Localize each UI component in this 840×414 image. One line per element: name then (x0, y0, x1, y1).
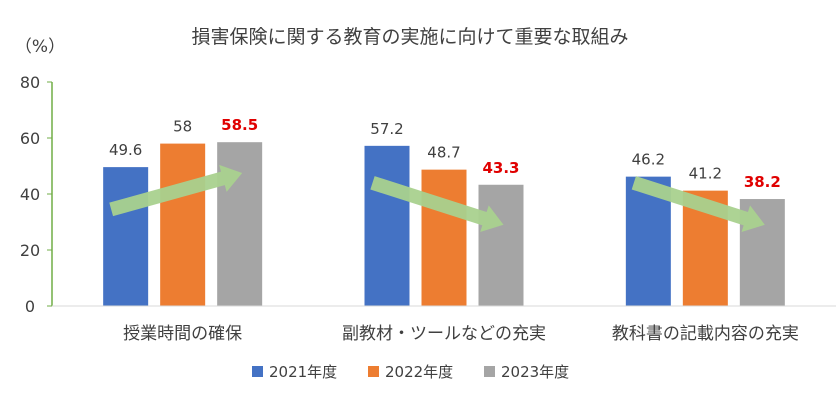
bar (478, 184, 524, 306)
legend-swatch (484, 366, 495, 377)
category-labels: 授業時間の確保 副教材・ツールなどの充実 教科書の記載内容の充実 (123, 324, 799, 344)
bar (364, 145, 410, 306)
y-tick-label: 0 (25, 297, 35, 316)
legend-swatch (252, 366, 263, 377)
bar (160, 143, 206, 306)
category-label: 教科書の記載内容の充実 (612, 324, 799, 344)
category-label: 授業時間の確保 (123, 324, 242, 344)
data-label: 58 (173, 118, 192, 136)
data-label: 57.2 (370, 120, 403, 138)
legend-label: 2023年度 (501, 363, 569, 381)
data-labels: 49.6 58 58.5 57.2 48.7 43.3 46.2 41.2 38.2 (109, 116, 781, 191)
trend-arrow (631, 176, 765, 233)
legend: 2021年度 2022年度 2023年度 (252, 363, 569, 381)
data-label: 48.7 (427, 144, 460, 162)
bar (421, 169, 467, 306)
data-label: 46.2 (632, 151, 665, 169)
y-tick-label: 20 (20, 241, 40, 260)
data-label: 49.6 (109, 141, 142, 159)
axes (51, 82, 836, 307)
trend-arrows (109, 164, 765, 233)
category-label: 副教材・ツールなどの充実 (342, 324, 546, 344)
data-label: 43.3 (482, 159, 519, 177)
trend-arrow (109, 164, 243, 217)
data-label: 58.5 (221, 116, 258, 134)
y-axis-ticks: 80 60 40 20 0 (20, 73, 52, 316)
legend-label: 2021年度 (269, 363, 337, 381)
data-label: 38.2 (744, 173, 781, 191)
bar (103, 167, 149, 306)
y-tick-label: 80 (20, 73, 40, 92)
legend-swatch (368, 366, 379, 377)
data-label: 41.2 (689, 165, 722, 183)
trend-arrow (370, 176, 504, 233)
legend-label: 2022年度 (385, 363, 453, 381)
y-axis-unit: （%） (15, 37, 65, 57)
y-tick-label: 40 (20, 185, 40, 204)
chart-title: 損害保険に関する教育の実施に向けて重要な取組み (191, 26, 628, 48)
bars (103, 142, 785, 306)
y-tick-label: 60 (20, 129, 40, 148)
